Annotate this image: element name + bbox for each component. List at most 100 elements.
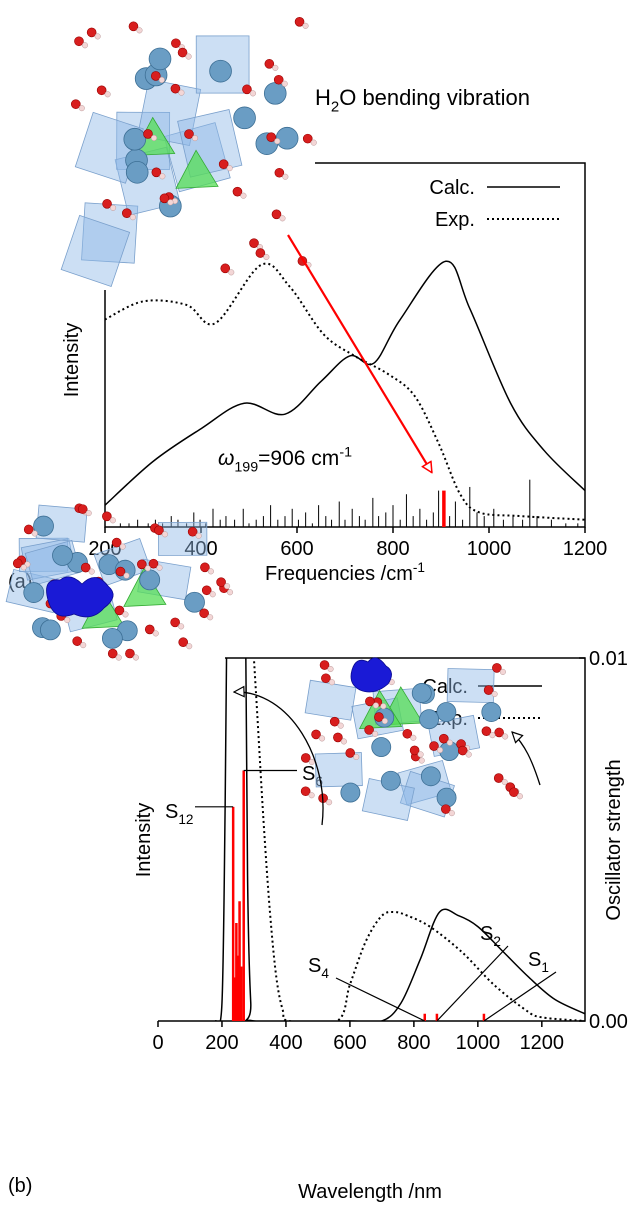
stick-label-part: 2 [493, 934, 501, 949]
hydrogen-atom [249, 90, 256, 97]
x-tick-label: 200 [205, 1032, 238, 1054]
hydrogen-atom [167, 199, 174, 206]
octahedron [304, 679, 357, 721]
hydrogen-atom [228, 269, 235, 276]
x-tick-label: 0 [152, 1032, 163, 1054]
stick-label-part: S [480, 923, 493, 945]
hydrogen-atom [310, 139, 317, 146]
highlight-label: ω199=906 cm-1 [218, 445, 352, 476]
metal-atom [209, 59, 232, 83]
hydrogen-atom [64, 616, 71, 624]
panel-label: (b) [8, 1175, 32, 1197]
oxygen-atom [457, 745, 468, 756]
oxygen-atom [321, 673, 331, 684]
oxygen-atom [159, 193, 170, 204]
metal-atom [436, 702, 457, 722]
oxygen-atom [345, 748, 356, 758]
hydrogen-atom [491, 691, 498, 698]
oxygen-atom [273, 74, 284, 85]
oxygen-atom [249, 238, 259, 248]
metal-atom [275, 126, 299, 150]
hydrogen-atom [326, 799, 333, 806]
oxygen-atom [438, 733, 449, 744]
metal-atom [123, 127, 147, 151]
y-axis-label: Intensity [133, 803, 155, 877]
x-tick-label: 800 [397, 1032, 430, 1054]
oxygen-atom [242, 84, 252, 95]
hydrogen-atom [150, 134, 158, 141]
stick-label-part: 4 [321, 966, 329, 981]
series-line [105, 262, 585, 521]
hydrogen-atom [226, 165, 233, 172]
oxygen-atom [122, 208, 132, 218]
orbital-isosurface [350, 657, 392, 693]
oxygen-atom [171, 38, 181, 49]
oxygen-atom [177, 47, 188, 58]
oxygen-atom [271, 209, 282, 220]
stick-label: S2 [480, 923, 501, 949]
hydrogen-atom [94, 33, 101, 40]
hydrogen-atom [110, 204, 117, 211]
x-tick-label: 1200 [563, 538, 608, 560]
oxygen-atom [374, 712, 384, 722]
oxygen-atom [481, 726, 492, 736]
hydrogen-atom [499, 668, 506, 675]
oxygen-atom [302, 133, 313, 144]
oxygen-atom [319, 660, 330, 670]
curved-arrow [512, 732, 541, 786]
metal-atom [481, 702, 502, 722]
octahedron [446, 668, 495, 704]
hydrogen-atom [109, 517, 116, 524]
hydrogen-atom [327, 665, 334, 673]
oxygen-atom [255, 248, 266, 258]
axis-frame [158, 657, 586, 1022]
oxygen-atom [493, 773, 504, 783]
metal-atom [23, 582, 45, 603]
oxygen-atom [494, 727, 504, 738]
hydrogen-atom [129, 214, 136, 221]
hydrogen-atom [436, 747, 444, 754]
series-line [105, 260, 585, 506]
oxygen-atom [429, 741, 439, 751]
leader-line [335, 977, 426, 1022]
stick-label-part: S [308, 955, 321, 977]
metal-atom [33, 515, 54, 537]
oxygen-atom [294, 17, 305, 27]
oxygen-atom [115, 566, 126, 577]
oxygen-atom [220, 263, 231, 274]
octahedron [314, 752, 363, 788]
oxygen-atom [199, 608, 209, 619]
oxygen-atom [201, 585, 212, 596]
hydrogen-atom [31, 530, 38, 537]
x-tick-label: 600 [280, 538, 313, 560]
hydrogen-atom [20, 564, 27, 571]
oxygen-atom [128, 21, 139, 32]
highlight-label-part: 199 [234, 459, 258, 475]
hydrogen-atom [502, 733, 509, 740]
oxygen-atom [170, 83, 181, 94]
oxygen-atom [329, 716, 340, 727]
hydrogen-atom [381, 717, 388, 725]
x-tick-label: 800 [376, 538, 409, 560]
leader-line [436, 945, 509, 1022]
axis-frame [104, 162, 586, 528]
hydrogen-atom [410, 734, 417, 741]
metal-atom [148, 47, 172, 71]
hydrogen-atom [226, 589, 234, 596]
oxygen-atom [274, 167, 285, 178]
oxygen-atom [80, 562, 91, 573]
x-tick-label: 1000 [467, 538, 512, 560]
tetrahedron [175, 149, 219, 189]
hydrogen-atom [465, 751, 472, 758]
oxygen-atom [232, 186, 243, 197]
x-tick-label: 1200 [520, 1032, 565, 1054]
metal-atom [52, 545, 73, 566]
oxygen-atom [483, 685, 494, 695]
hydrogen-atom [308, 792, 315, 799]
molecule-image [5, 503, 234, 661]
oxygen-atom [409, 745, 420, 756]
oxygen-atom [266, 132, 277, 142]
hydrogen-atom [186, 643, 193, 650]
hydrogen-atom [152, 630, 159, 637]
oxygen-atom [509, 787, 519, 798]
